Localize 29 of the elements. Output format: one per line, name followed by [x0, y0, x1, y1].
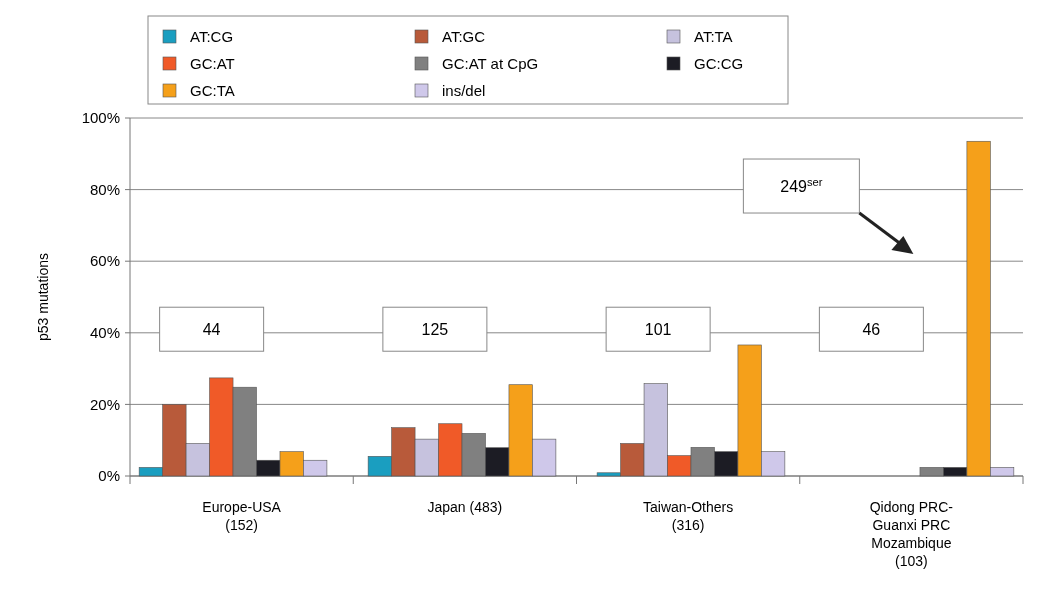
legend-label: ins/del	[442, 82, 486, 100]
legend-label: GC:TA	[190, 82, 235, 100]
x-tick-label: Qidong PRC- Guanxi PRC Mozambique (103)	[869, 499, 954, 569]
x-tick-label: Taiwan-Others (316)	[642, 499, 734, 533]
x-tick-label: Japan (483)	[427, 499, 503, 515]
legend-label: GC:AT at CpG	[442, 55, 539, 73]
y-tick-label: 100%	[81, 109, 120, 127]
annotation: 101	[644, 320, 672, 338]
legend-label: AT:CG	[190, 28, 234, 46]
note-box: 249$^{ser}$	[742, 158, 860, 214]
y-tick-label: 0%	[98, 467, 120, 485]
note-box: 44	[159, 306, 265, 352]
legend-label: GC:AT	[190, 55, 235, 73]
y-tick-label: 40%	[89, 324, 120, 342]
annotation: 44	[202, 320, 221, 338]
note-box: 101	[605, 306, 711, 352]
annotation: 46	[862, 320, 881, 338]
legend-label: GC:CG	[694, 55, 744, 73]
legend-label: AT:TA	[694, 28, 733, 46]
annotation: 249$^{ser}$	[780, 175, 823, 195]
y-axis-title: p53 mutations	[35, 253, 51, 341]
y-tick-label: 60%	[89, 252, 120, 270]
x-tick-label: Europe-USA (152)	[202, 499, 282, 533]
note-box: 125	[382, 306, 488, 352]
legend-label: AT:GC	[442, 28, 486, 46]
note-box: 46	[818, 306, 924, 352]
annotation: 125	[421, 320, 449, 338]
y-tick-label: 80%	[89, 180, 120, 198]
y-tick-label: 20%	[89, 395, 120, 413]
